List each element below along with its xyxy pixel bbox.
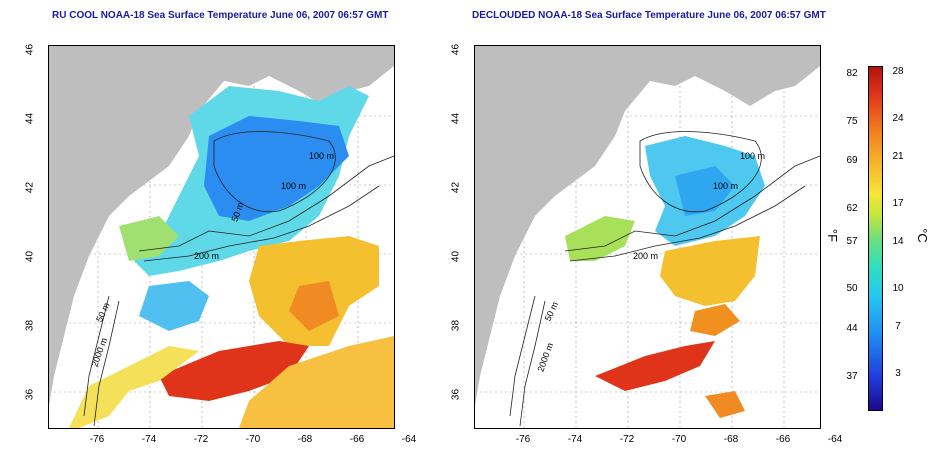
colorbar-f-label: 62 bbox=[846, 203, 858, 214]
contour-label: 100 m bbox=[281, 181, 306, 191]
contour-label: 100 m bbox=[740, 151, 765, 161]
land-mass bbox=[475, 46, 820, 406]
x-tick-right: -74 bbox=[567, 434, 583, 445]
y-tick-right: 36 bbox=[450, 388, 462, 401]
contour-label: 100 m bbox=[309, 151, 334, 161]
contour-label: 50 m bbox=[543, 300, 561, 322]
x-tick-right: -70 bbox=[671, 434, 687, 445]
y-tick-left: 44 bbox=[24, 112, 36, 125]
colorbar-f-label: 82 bbox=[846, 68, 858, 79]
x-tick-left: -76 bbox=[89, 434, 105, 445]
colorbar-f-label: 37 bbox=[846, 371, 858, 382]
x-tick-left: -72 bbox=[193, 434, 209, 445]
y-tick-right: 40 bbox=[450, 250, 462, 263]
temperature-colorbar bbox=[868, 66, 883, 411]
contour-label: 50 m bbox=[94, 301, 112, 323]
contour-label: 2000 m bbox=[89, 336, 109, 368]
y-tick-right: 42 bbox=[450, 181, 462, 194]
x-tick-left: -64 bbox=[401, 434, 417, 445]
contour-label: 200 m bbox=[633, 251, 658, 261]
x-tick-left: -68 bbox=[297, 434, 313, 445]
x-tick-right: -64 bbox=[827, 434, 843, 445]
x-tick-left: -66 bbox=[349, 434, 365, 445]
y-tick-right: 44 bbox=[450, 112, 462, 125]
colorbar-f-label: 57 bbox=[846, 236, 858, 247]
colorbar-c-label: 14 bbox=[892, 236, 904, 247]
celsius-unit: °C bbox=[914, 228, 930, 243]
contour-label: 100 m bbox=[713, 181, 738, 191]
colorbar-c-label: 10 bbox=[892, 283, 904, 294]
colorbar-c-label: 7 bbox=[895, 321, 901, 332]
colorbar-c-label: 21 bbox=[892, 151, 904, 162]
fahrenheit-unit: °F bbox=[825, 228, 841, 243]
colorbar-f-label: 75 bbox=[846, 116, 858, 127]
colorbar-f-label: 50 bbox=[846, 283, 858, 294]
x-tick-right: -76 bbox=[515, 434, 531, 445]
colorbar-f-label: 69 bbox=[846, 155, 858, 166]
colorbar-c-label: 17 bbox=[892, 198, 904, 209]
right-map-title: DECLOUDED NOAA-18 Sea Surface Temperatur… bbox=[472, 10, 826, 21]
contour-label: 200 m bbox=[194, 251, 219, 261]
x-tick-right: -68 bbox=[723, 434, 739, 445]
x-tick-left: -70 bbox=[245, 434, 261, 445]
colorbar-c-label: 24 bbox=[892, 113, 904, 124]
contour-label: 2000 m bbox=[535, 341, 555, 373]
colorbar-c-label: 3 bbox=[895, 368, 901, 379]
y-tick-right: 46 bbox=[450, 43, 462, 56]
y-tick-left: 36 bbox=[24, 388, 36, 401]
x-tick-right: -72 bbox=[619, 434, 635, 445]
left-sst-map: 100 m 100 m 50 m 200 m 50 m 2000 m bbox=[48, 45, 395, 429]
colorbar-f-label: 44 bbox=[846, 323, 858, 334]
y-tick-left: 42 bbox=[24, 181, 36, 194]
right-sst-map: 100 m 100 m 200 m 50 m 2000 m bbox=[474, 45, 821, 429]
x-tick-right: -66 bbox=[775, 434, 791, 445]
colorbar-c-label: 28 bbox=[892, 66, 904, 77]
left-map-title: RU COOL NOAA-18 Sea Surface Temperature … bbox=[52, 10, 389, 21]
land-mass bbox=[49, 46, 394, 406]
y-tick-left: 40 bbox=[24, 250, 36, 263]
y-tick-right: 38 bbox=[450, 319, 462, 332]
y-tick-left: 38 bbox=[24, 319, 36, 332]
y-tick-left: 46 bbox=[24, 43, 36, 56]
x-tick-left: -74 bbox=[141, 434, 157, 445]
